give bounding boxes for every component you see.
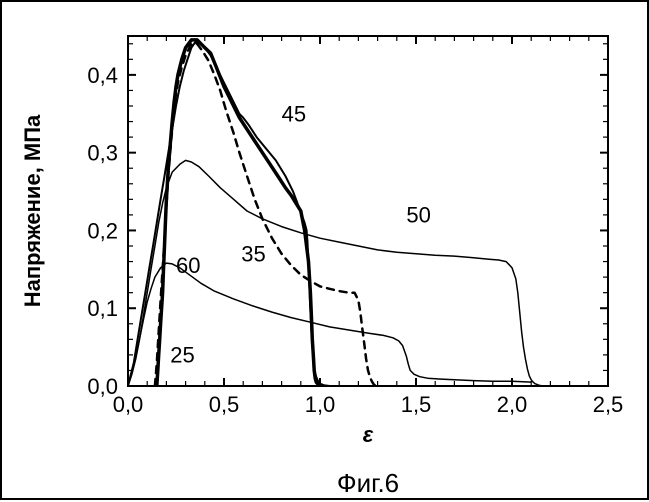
series-label-45: 45 (282, 102, 306, 127)
ytick-label: 0,3 (87, 141, 118, 166)
xtick-label: 2,5 (593, 392, 624, 417)
chart-svg: 0,00,51,01,52,02,50,00,10,20,30,42535455… (2, 2, 649, 502)
series-label-35: 35 (241, 242, 265, 267)
ytick-label: 0,2 (87, 218, 118, 243)
series-label-50: 50 (406, 203, 430, 228)
ytick-label: 0,0 (87, 374, 118, 399)
series-label-25: 25 (170, 343, 194, 368)
series-group (128, 40, 543, 386)
series-25 (157, 40, 320, 386)
ytick-label: 0,1 (87, 296, 118, 321)
x-axis-label: ε (363, 422, 374, 447)
xtick-label: 1,5 (401, 392, 432, 417)
xtick-label: 2,0 (497, 392, 528, 417)
figure-caption: Фиг.6 (337, 468, 399, 498)
series-label-60: 60 (176, 253, 200, 278)
ytick-label: 0,4 (87, 63, 118, 88)
xtick-label: 1,0 (305, 392, 336, 417)
series-35 (155, 44, 376, 386)
xtick-label: 0,5 (209, 392, 240, 417)
frame: 0,00,51,01,52,02,50,00,10,20,30,42535455… (0, 0, 649, 500)
y-axis-label: Напряжение, МПа (20, 114, 45, 307)
